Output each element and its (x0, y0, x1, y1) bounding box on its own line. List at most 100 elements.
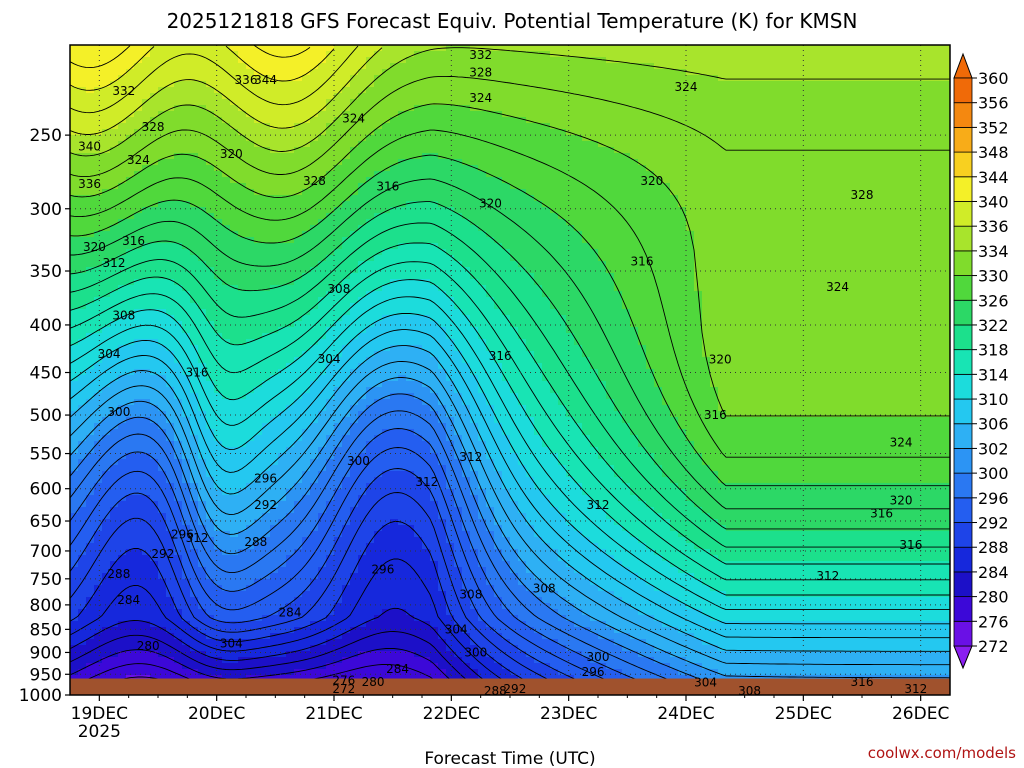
field-cell (294, 663, 303, 670)
field-cell (414, 525, 423, 532)
field-cell (398, 177, 407, 184)
field-cell (102, 453, 111, 460)
field-cell (158, 159, 167, 166)
field-cell (390, 639, 399, 646)
field-cell (350, 291, 359, 298)
field-cell (278, 531, 287, 538)
field-cell (262, 51, 271, 58)
field-cell (390, 561, 399, 568)
field-cell (126, 129, 135, 136)
field-cell (94, 75, 103, 82)
field-cell (398, 597, 407, 604)
field-cell (350, 573, 359, 580)
field-cell (294, 267, 303, 274)
field-cell (230, 423, 239, 430)
field-cell (78, 447, 87, 454)
field-cell (334, 219, 343, 226)
field-cell (294, 99, 303, 106)
field-cell (158, 555, 167, 562)
field-cell (294, 183, 303, 190)
field-cell (358, 333, 367, 340)
field-cell (422, 507, 431, 514)
field-cell (270, 75, 279, 82)
field-cell (222, 243, 231, 250)
field-cell (358, 399, 367, 406)
field-cell (302, 117, 311, 124)
field-cell (246, 303, 255, 310)
field-cell (230, 393, 239, 400)
field-cell (142, 267, 151, 274)
field-cell (190, 135, 199, 142)
field-cell (246, 123, 255, 130)
field-cell (214, 645, 223, 652)
field-cell (310, 651, 319, 658)
field-cell (294, 489, 303, 496)
field-cell (278, 579, 287, 586)
field-cell (310, 111, 319, 118)
field-cell (142, 537, 151, 544)
field-cell (70, 285, 79, 292)
field-cell (342, 669, 351, 676)
field-cell (374, 297, 383, 304)
field-cell (286, 87, 295, 94)
field-cell (206, 513, 215, 520)
field-cell (150, 183, 159, 190)
field-cell (262, 345, 271, 352)
field-cell (318, 561, 327, 568)
field-cell (246, 525, 255, 532)
field-cell (366, 567, 375, 574)
field-cell (366, 639, 375, 646)
field-cell (166, 513, 175, 520)
field-cell (262, 369, 271, 376)
field-cell (422, 435, 431, 442)
field-cell (302, 345, 311, 352)
field-cell (310, 609, 319, 616)
field-cell (102, 189, 111, 196)
field-cell (166, 357, 175, 364)
field-cell (406, 567, 415, 574)
field-cell (358, 363, 367, 370)
field-cell (294, 609, 303, 616)
field-cell (254, 201, 263, 208)
field-cell (382, 609, 391, 616)
field-cell (294, 459, 303, 466)
field-cell (94, 129, 103, 136)
field-cell (294, 249, 303, 256)
field-cell (150, 633, 159, 640)
field-cell (174, 285, 183, 292)
field-cell (214, 375, 223, 382)
field-cell (70, 603, 79, 610)
field-cell (254, 195, 263, 202)
field-cell (150, 381, 159, 388)
field-cell (102, 627, 111, 634)
field-cell (102, 171, 111, 178)
field-cell (70, 363, 79, 370)
field-cell (198, 351, 207, 358)
field-cell (326, 123, 335, 130)
field-cell (230, 303, 239, 310)
field-cell (270, 123, 279, 130)
field-cell (86, 393, 95, 400)
field-cell (342, 453, 351, 460)
field-cell (310, 585, 319, 592)
field-cell (318, 429, 327, 436)
field-cell (198, 603, 207, 610)
field-cell (254, 621, 263, 628)
field-cell (302, 351, 311, 358)
field-cell (222, 279, 231, 286)
field-cell (422, 537, 431, 544)
field-cell (150, 75, 159, 82)
field-cell (86, 519, 95, 526)
field-cell (142, 63, 151, 70)
field-cell (126, 381, 135, 388)
field-cell (334, 651, 343, 658)
field-cell (406, 429, 415, 436)
field-cell (94, 213, 103, 220)
field-cell (182, 201, 191, 208)
field-cell (158, 447, 167, 454)
field-cell (190, 369, 199, 376)
field-cell (270, 477, 279, 484)
field-cell (366, 141, 375, 148)
field-cell (254, 561, 263, 568)
field-cell (190, 99, 199, 106)
